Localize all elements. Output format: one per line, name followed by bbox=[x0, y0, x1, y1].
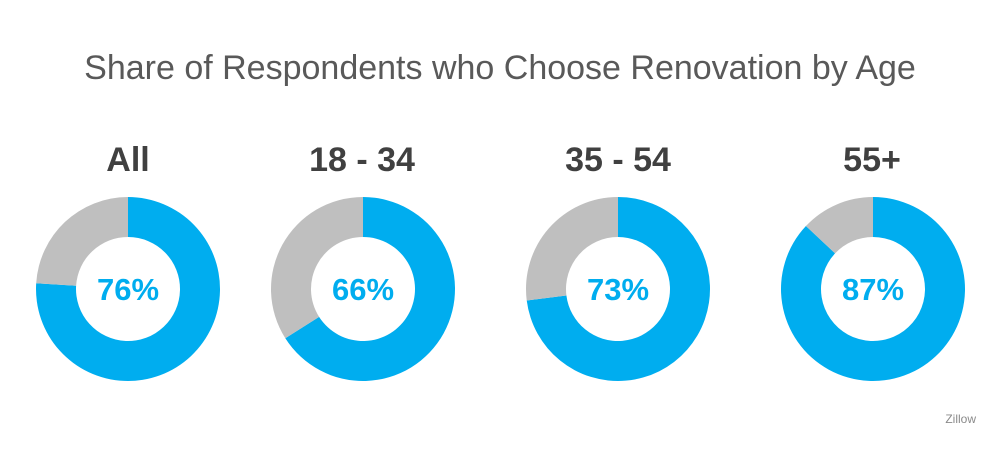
donut-slice-all-value bbox=[35, 197, 221, 381]
group-label-all: All bbox=[106, 141, 150, 179]
group-label-18-34: 18 - 34 bbox=[309, 141, 415, 179]
donut-18-34: 66% bbox=[271, 197, 456, 382]
donut-slice-35-54-remainder bbox=[526, 197, 618, 301]
donut-slice-35-54-value bbox=[526, 197, 711, 382]
donut-slice-18-34-value bbox=[285, 197, 456, 382]
donut-value-label-35-54: 73% bbox=[587, 272, 649, 307]
donut-slice-18-34-remainder bbox=[271, 197, 363, 339]
donut-value-label-all: 76% bbox=[97, 272, 159, 307]
chart-title: Share of Respondents who Choose Renovati… bbox=[84, 49, 916, 87]
donut-slice-55-plus-value bbox=[780, 197, 965, 381]
source-label: Zillow bbox=[945, 412, 976, 426]
donut-55-plus: 87% bbox=[780, 197, 965, 381]
donut-slice-all-remainder bbox=[36, 197, 128, 286]
donut-value-label-55-plus: 87% bbox=[842, 272, 904, 307]
donut-value-label-18-34: 66% bbox=[332, 272, 394, 307]
donut-slice-55-plus-remainder bbox=[805, 197, 873, 254]
group-label-55-plus: 55+ bbox=[843, 141, 901, 179]
donut-all: 76% bbox=[35, 197, 221, 381]
group-label-35-54: 35 - 54 bbox=[565, 141, 671, 179]
donut-35-54: 73% bbox=[526, 197, 711, 382]
